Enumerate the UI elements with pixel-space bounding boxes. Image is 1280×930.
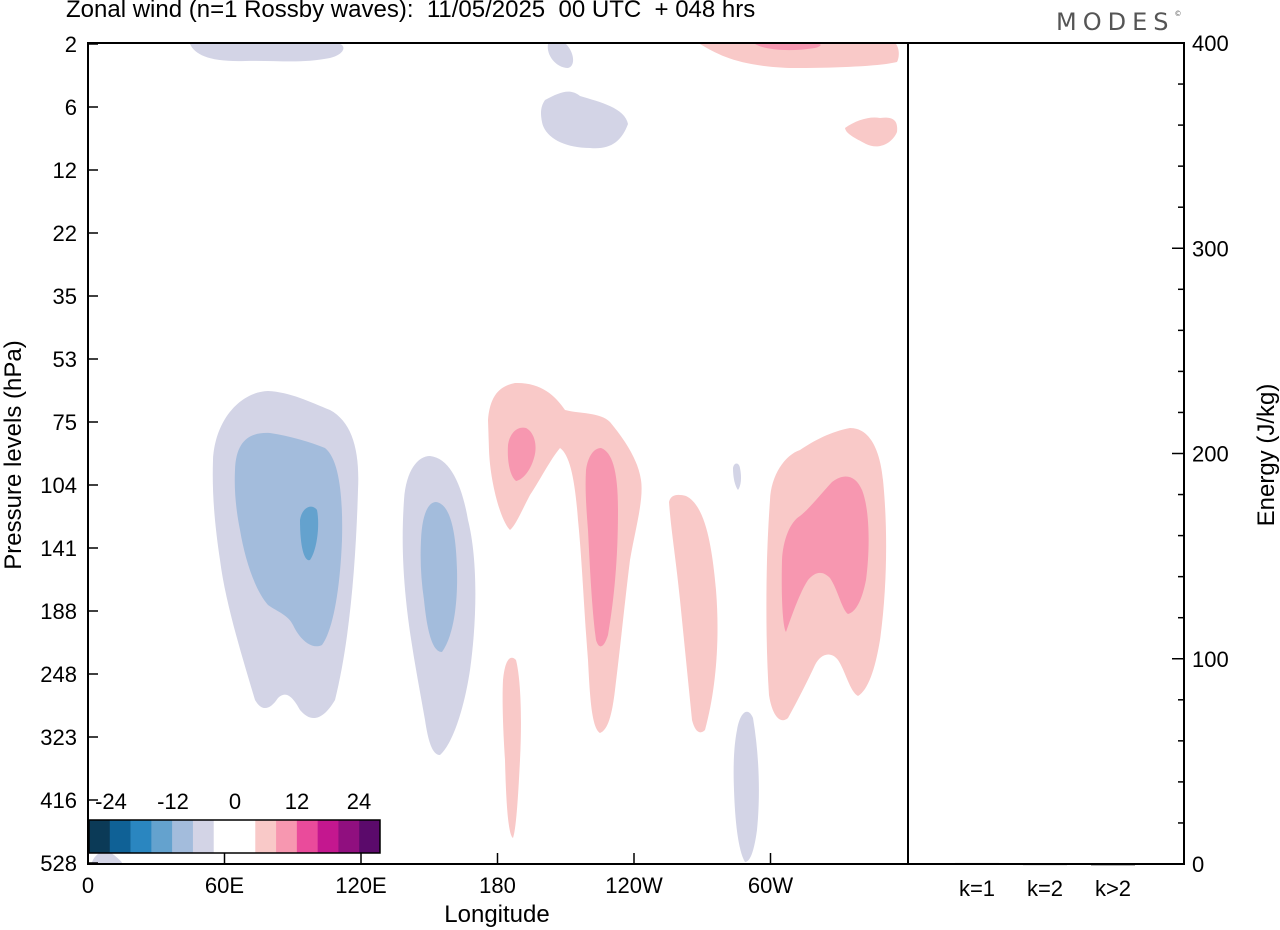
colorbar-swatch [172, 820, 194, 853]
y-tick-label: 22 [53, 221, 77, 246]
energy-category-label: k=2 [1027, 876, 1063, 901]
colorbar-tick-label: 0 [229, 789, 241, 814]
contour-region-13 [585, 448, 618, 647]
y-tick-label: 2 [65, 32, 77, 57]
contour-region-17 [781, 476, 869, 632]
colorbar-swatch [296, 820, 318, 853]
contour-region-20 [92, 851, 122, 863]
colorbar-tick-label: 24 [347, 789, 371, 814]
colorbar-swatch [234, 820, 256, 853]
colorbar-swatch [276, 820, 298, 853]
contour-region-18 [733, 463, 742, 490]
y-tick-label: 75 [53, 410, 77, 435]
colorbar-swatch [317, 820, 339, 853]
colorbar-swatch [213, 820, 235, 853]
energy-category-label: k>2 [1095, 876, 1131, 901]
contour-region-8 [300, 506, 319, 561]
energy-tick-label: 400 [1192, 31, 1229, 56]
x-tick-label: 60E [205, 873, 244, 898]
colorbar-swatch [130, 820, 152, 853]
colorbar-swatch [359, 820, 381, 853]
contour-region-3 [700, 44, 899, 68]
x-tick-label: 120W [605, 873, 663, 898]
colorbar-swatch [338, 820, 360, 853]
y-tick-label: 323 [40, 725, 77, 750]
energy-tick-label: 0 [1192, 852, 1204, 877]
colorbar-swatch [151, 820, 173, 853]
energy-bar-k=1 [955, 862, 999, 865]
modes-logo: MODES© [1056, 8, 1182, 36]
contour-region-7 [234, 432, 343, 647]
logo-text: MODES [1056, 8, 1175, 36]
energy-bar-k=2 [1023, 863, 1067, 866]
colorbar-swatch [192, 820, 215, 853]
y-tick-label: 35 [53, 284, 77, 309]
contour-region-5 [845, 117, 898, 147]
x-axis-label: Longitude [444, 901, 549, 928]
colorbar-tick-label: -24 [95, 789, 127, 814]
colorbar-swatch [255, 820, 277, 853]
y-tick-label: 53 [53, 347, 77, 372]
y-axis-label: Pressure levels (hPa) [0, 340, 27, 569]
chart-title: Zonal wind (n=1 Rossby waves): 11/05/202… [66, 0, 756, 23]
energy-tick-label: 300 [1192, 236, 1229, 261]
contour-region-14 [669, 494, 718, 733]
x-tick-label: 120E [335, 873, 386, 898]
colorbar-tick-label: 12 [285, 789, 309, 814]
contour-region-2 [541, 91, 628, 149]
contour-field [92, 44, 899, 863]
energy-bar-k>2 [1091, 863, 1135, 866]
y-tick-label: 141 [40, 536, 77, 561]
y-tick-label: 528 [40, 851, 77, 876]
energy-tick-label: 200 [1192, 442, 1229, 467]
y-tick-label: 104 [40, 473, 77, 498]
colorbar-frame [88, 819, 381, 854]
colorbar-swatch [109, 820, 131, 853]
contour-region-0 [190, 44, 344, 62]
y-tick-label: 188 [40, 599, 77, 624]
contour-region-1 [547, 44, 574, 68]
energy-axis-label: Energy (J/kg) [1253, 384, 1280, 527]
contour-region-19 [733, 711, 759, 862]
y-tick-label: 416 [40, 788, 77, 813]
contour-region-12 [507, 427, 536, 481]
x-tick-label: 60W [748, 873, 793, 898]
x-tick-label: 180 [479, 873, 516, 898]
y-tick-label: 12 [53, 158, 77, 183]
x-tick-label: 0 [82, 873, 94, 898]
colorbar: -24 -12 0 12 24 [88, 789, 381, 854]
contour-region-4 [755, 44, 821, 51]
energy-tick-label: 100 [1192, 647, 1229, 672]
y-tick-label: 248 [40, 662, 77, 687]
colorbar-swatch [89, 820, 111, 853]
contour-region-15 [502, 657, 521, 838]
contour-region-10 [420, 502, 458, 652]
energy-bars: k=1 k=2 k>2 [955, 862, 1135, 901]
energy-panel-frame [907, 42, 1185, 865]
colorbar-tick-label: -12 [157, 789, 189, 814]
energy-category-label: k=1 [959, 876, 995, 901]
y-tick-label: 6 [65, 95, 77, 120]
